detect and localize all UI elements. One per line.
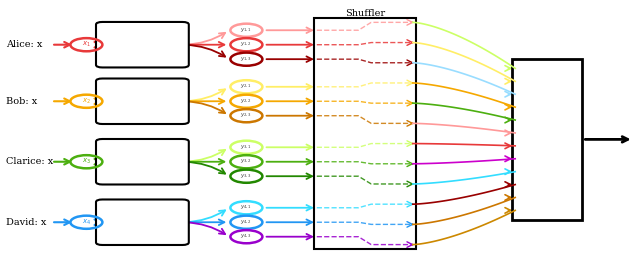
Text: Bob: x: Bob: x [6, 97, 38, 106]
Text: Shuffler: Shuffler [345, 9, 385, 18]
Text: Randomizer: Randomizer [117, 164, 168, 172]
Text: Local: Local [131, 214, 154, 222]
Text: $y_{4,1}$: $y_{4,1}$ [241, 204, 252, 211]
Text: $x_4$: $x_4$ [82, 218, 91, 227]
Text: $y_{2,1}$: $y_{2,1}$ [241, 83, 252, 90]
Text: $y_{3,2}$: $y_{3,2}$ [241, 158, 252, 165]
Text: Local: Local [131, 154, 154, 162]
Text: $y_{1,3}$: $y_{1,3}$ [241, 55, 252, 63]
Text: $x_2$: $x_2$ [82, 97, 91, 106]
Text: $y_{2,2}$: $y_{2,2}$ [241, 98, 252, 105]
Text: $y_{3,1}$: $y_{3,1}$ [241, 144, 252, 151]
FancyBboxPatch shape [96, 78, 189, 124]
Text: Analyzer: Analyzer [522, 134, 572, 144]
Text: $y_{4,2}$: $y_{4,2}$ [241, 219, 252, 226]
Text: Local: Local [131, 93, 154, 101]
Text: Randomizer: Randomizer [117, 104, 168, 112]
FancyBboxPatch shape [96, 139, 189, 185]
Text: Local: Local [131, 37, 154, 45]
Text: $y_{1,2}$: $y_{1,2}$ [241, 41, 252, 48]
FancyBboxPatch shape [512, 59, 582, 220]
Text: Alice: x: Alice: x [6, 40, 43, 49]
Text: Randomizer: Randomizer [117, 225, 168, 233]
Text: $x_1$: $x_1$ [82, 40, 91, 49]
Text: $y_{4,3}$: $y_{4,3}$ [241, 233, 252, 240]
Text: $y_{1,1}$: $y_{1,1}$ [241, 27, 252, 34]
Text: David: x: David: x [6, 218, 47, 227]
Text: $x_3$: $x_3$ [82, 157, 91, 166]
Text: $y_{3,3}$: $y_{3,3}$ [241, 173, 252, 180]
Text: Randomizer: Randomizer [117, 47, 168, 55]
Text: Clarice: x: Clarice: x [6, 157, 54, 166]
Text: $y_{2,3}$: $y_{2,3}$ [241, 112, 252, 119]
FancyBboxPatch shape [96, 22, 189, 68]
FancyBboxPatch shape [96, 200, 189, 245]
FancyBboxPatch shape [314, 18, 416, 249]
